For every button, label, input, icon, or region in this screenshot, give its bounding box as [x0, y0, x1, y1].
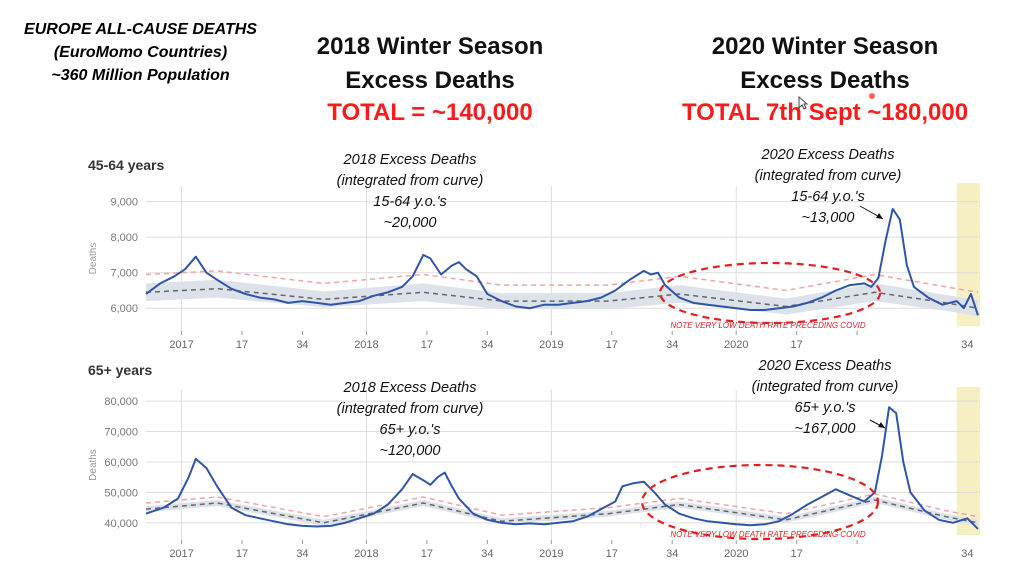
panel-1-annotation-2020: 2020 Excess Deaths (integrated from curv…	[728, 145, 928, 229]
series-baseline-line	[145, 499, 979, 524]
x-tick-label: 2020	[724, 339, 748, 351]
recent-weeks-highlight	[956, 387, 980, 535]
panel-1-age-label: 45-64 years	[88, 157, 165, 173]
x-tick-label: 34	[961, 548, 973, 560]
low-death-rate-ellipse	[640, 463, 880, 541]
x-tick-label: 34	[296, 548, 308, 560]
panel-2-annotation-2018: 2018 Excess Deaths (integrated from curv…	[310, 378, 510, 462]
x-tick-label: 2018	[354, 339, 378, 351]
series-observed-line	[145, 207, 979, 316]
season-2020-header: 2020 Winter Season Excess Deaths TOTAL 7…	[660, 30, 990, 128]
x-tick-label: 2017	[169, 548, 193, 560]
x-tick-label: 17	[791, 339, 803, 351]
annotation-line: ~120,000	[379, 443, 441, 459]
x-tick-label: 34	[296, 339, 308, 351]
baseline-band	[146, 497, 978, 526]
y-tick-label: 70,000	[104, 427, 138, 439]
low-death-rate-note: NOTE VERY LOW DEATH RATE PRECEDING COVID	[670, 530, 866, 539]
x-tick-label: 17	[791, 548, 803, 560]
annotation-line: 15-64 y.o.'s	[373, 194, 447, 210]
x-tick-label: 34	[481, 339, 493, 351]
x-tick-label: 2018	[354, 548, 378, 560]
peak-arrow-head	[878, 422, 885, 428]
x-tick-label: 2019	[539, 548, 563, 560]
panel-1-chart: 6,000 7,000 8,000 9,000 Deaths 2017 17 34 2018 17…	[88, 183, 980, 351]
baseline-band	[146, 279, 978, 317]
x-tick-label: 17	[606, 339, 618, 351]
x-tick-label: 17	[606, 548, 618, 560]
y-tick-label: 6,000	[110, 303, 138, 315]
series-upper-threshold-line	[145, 493, 979, 518]
y-tick-label: 80,000	[104, 396, 138, 408]
x-tick-label: 2020	[724, 548, 748, 560]
x-tick-label: 17	[421, 548, 433, 560]
annotation-line: (integrated from curve)	[751, 379, 899, 395]
low-death-rate-note: NOTE VERY LOW DEATH RATE PRECEDING COVID	[670, 321, 866, 330]
panel-2-age-label: 65+ years	[88, 362, 153, 378]
annotation-line: ~167,000	[794, 421, 856, 437]
annotation-line: 65+ y.o.'s	[379, 422, 441, 438]
x-tick-label: 17	[236, 548, 248, 560]
x-tick-label: 34	[666, 548, 678, 560]
series-upper-threshold-line	[145, 270, 979, 294]
season-2020-title-line-1: 2020 Winter Season	[711, 33, 939, 60]
low-death-rate-ellipse	[658, 261, 882, 325]
annotation-line: 2018 Excess Deaths	[343, 152, 477, 168]
annotation-line: 15-64 y.o.'s	[791, 189, 865, 205]
annotation-line: (integrated from curve)	[336, 173, 484, 189]
annotation-line: (integrated from curve)	[336, 401, 484, 417]
season-2020-title-line-2: Excess Deaths	[740, 67, 910, 94]
region-title: EUROPE ALL-CAUSE DEATHS (EuroMomo Countr…	[8, 18, 273, 87]
season-2018-total: TOTAL = ~140,000	[327, 99, 533, 126]
season-2018-title-line-1: 2018 Winter Season	[316, 33, 544, 60]
y-tick-label: 9,000	[110, 197, 138, 209]
y-axis-title: Deaths	[88, 449, 99, 481]
mouse-cursor-icon	[798, 96, 808, 110]
region-line-3: ~360 Million Population	[51, 67, 230, 84]
panel-2-chart: 40,000 50,000 60,000 70,000 80,000 Deaths 2017…	[88, 387, 980, 560]
panel-2-annotation-2020: 2020 Excess Deaths (integrated from curv…	[720, 356, 930, 440]
y-tick-label: 40,000	[104, 518, 138, 530]
annotation-line: ~13,000	[801, 210, 855, 226]
y-tick-label: 8,000	[110, 232, 138, 244]
x-tick-label: 34	[666, 339, 678, 351]
region-line-1: EUROPE ALL-CAUSE DEATHS	[24, 21, 257, 38]
x-tick-label: 17	[236, 339, 248, 351]
x-tick-label: 2017	[169, 339, 193, 351]
x-tick-label: 17	[421, 339, 433, 351]
panel-1-annotation-2018: 2018 Excess Deaths (integrated from curv…	[310, 150, 510, 234]
annotation-line: ~20,000	[383, 215, 437, 231]
season-2018-title-line-2: Excess Deaths	[345, 67, 515, 94]
season-2018-header: 2018 Winter Season Excess Deaths TOTAL =…	[270, 30, 590, 128]
y-tick-label: 50,000	[104, 487, 138, 499]
series-baseline-line	[145, 287, 979, 309]
peak-arrow-head	[876, 213, 883, 219]
annotation-line: (integrated from curve)	[754, 168, 902, 184]
x-tick-label: 34	[481, 548, 493, 560]
annotation-line: 2020 Excess Deaths	[761, 147, 895, 163]
region-line-2: (EuroMomo Countries)	[53, 44, 228, 61]
y-axis-title: Deaths	[88, 243, 99, 275]
annotation-line: 2020 Excess Deaths	[758, 358, 892, 374]
x-tick-label: 2019	[539, 339, 563, 351]
annotation-line: 65+ y.o.'s	[794, 400, 856, 416]
series-observed-line	[145, 406, 979, 530]
season-2020-total: TOTAL 7th Sept ~180,000	[681, 99, 969, 126]
x-tick-label: 34	[961, 339, 973, 351]
y-tick-label: 60,000	[104, 457, 138, 469]
y-tick-label: 7,000	[110, 268, 138, 280]
annotation-line: 2018 Excess Deaths	[343, 380, 477, 396]
cursor-dot	[869, 93, 875, 99]
